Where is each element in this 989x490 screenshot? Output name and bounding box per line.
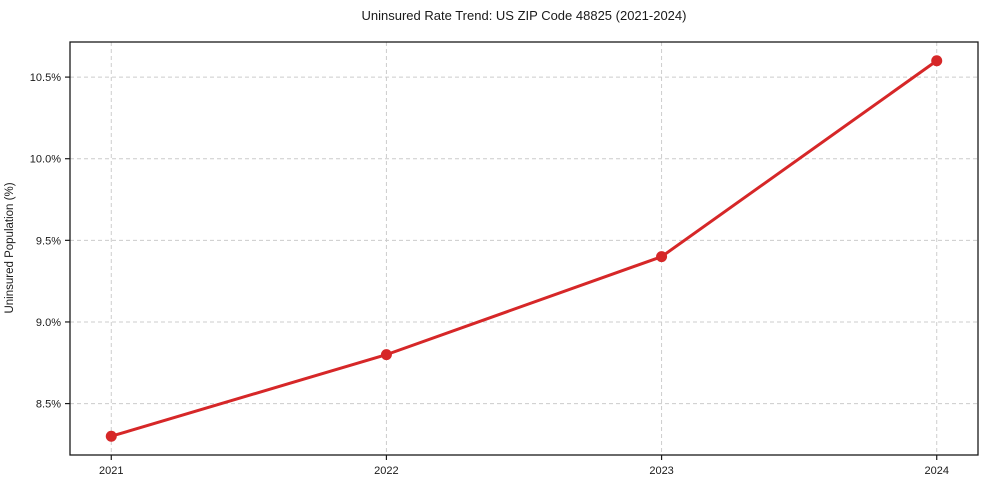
trend-line	[109, 59, 939, 438]
x-tick-label: 2022	[374, 465, 398, 477]
x-tick-label: 2023	[649, 465, 673, 477]
x-tick-label: 2024	[924, 465, 948, 477]
y-tick-label: 10.0%	[30, 154, 61, 166]
data-point	[380, 349, 392, 361]
plot-border	[69, 41, 979, 456]
chart-title: Uninsured Rate Trend: US ZIP Code 48825 …	[361, 8, 687, 23]
data-point	[656, 251, 668, 263]
y-tick-label: 8.5%	[36, 399, 61, 411]
data-point	[931, 55, 943, 67]
y-tick-label: 10.5%	[30, 72, 61, 84]
data-point	[105, 430, 117, 442]
y-tick-label: 9.0%	[36, 317, 61, 329]
y-tick-label: 9.5%	[36, 235, 61, 247]
x-tick-label: 2021	[99, 465, 123, 477]
